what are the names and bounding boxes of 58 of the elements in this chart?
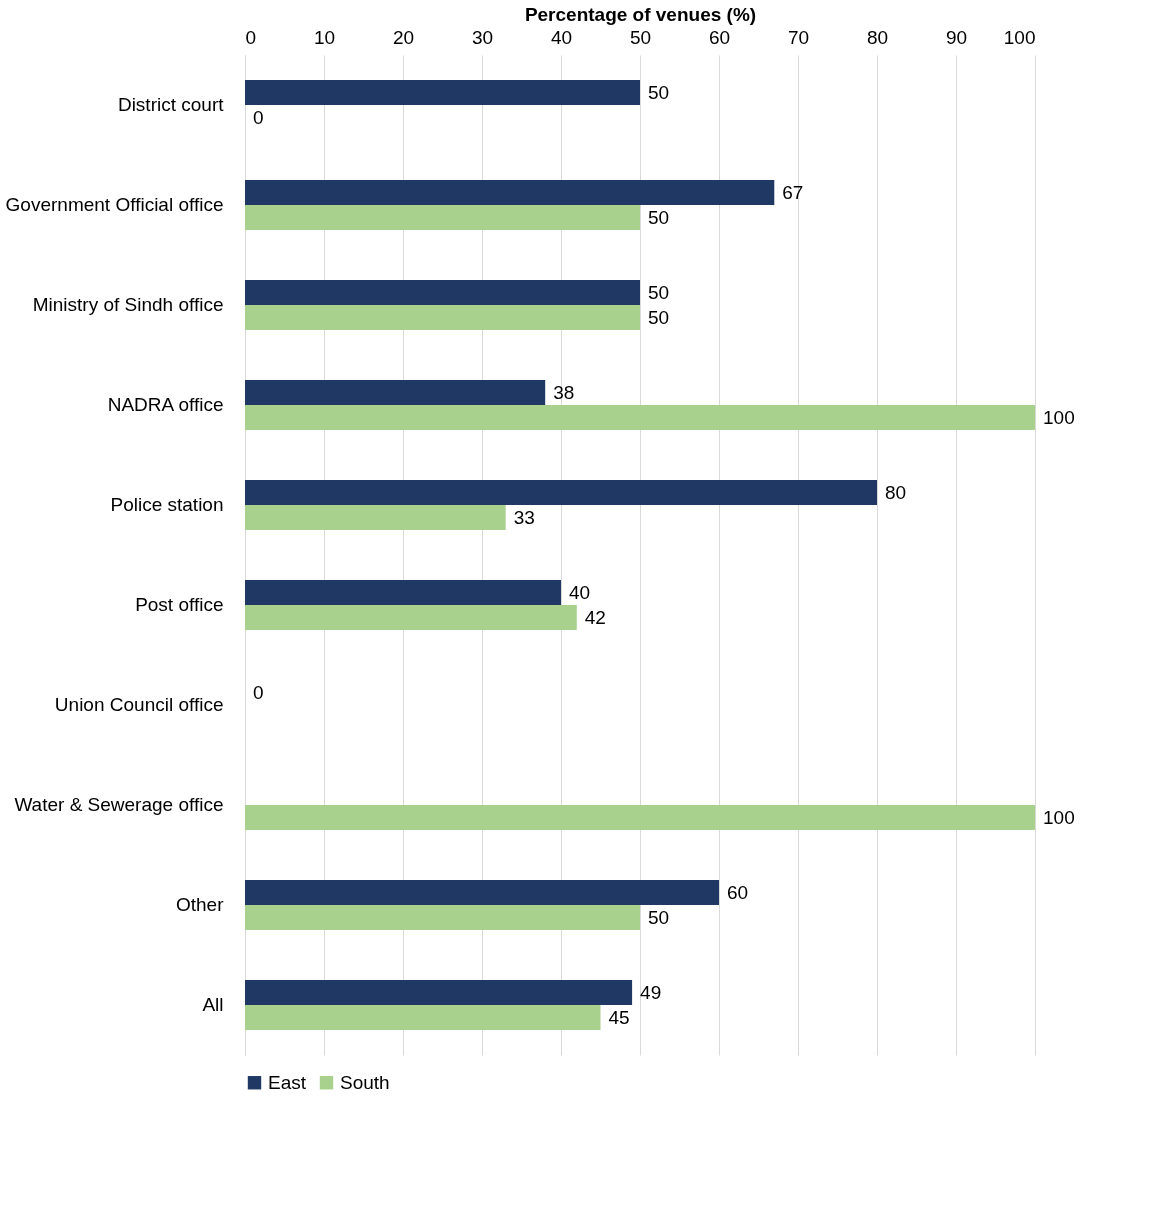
x-tick-label: 90: [945, 26, 968, 48]
legend-label: East: [268, 1071, 307, 1093]
bar: [245, 305, 640, 330]
bar: [245, 905, 640, 930]
data-label: 42: [584, 606, 606, 628]
bar: [245, 405, 1035, 430]
bar: [245, 205, 640, 230]
data-label: 0: [253, 106, 264, 128]
x-tick-label: 10: [313, 26, 336, 48]
x-tick-label: 0: [245, 26, 257, 48]
data-label: 60: [727, 881, 749, 903]
data-label: 50: [648, 281, 670, 303]
data-label: 50: [648, 206, 670, 228]
data-label: 49: [640, 981, 662, 1003]
bar: [245, 1005, 601, 1030]
y-tick-label: NADRA office: [107, 394, 224, 415]
legend-label: South: [340, 1071, 390, 1093]
bar: [245, 480, 877, 505]
y-tick-label: Government Official office: [5, 194, 224, 215]
data-label: 50: [648, 306, 670, 328]
data-label: 40: [569, 581, 591, 603]
data-label: 38: [553, 381, 575, 403]
bar: [245, 80, 640, 105]
y-tick-label: Union Council office: [54, 694, 224, 715]
data-label: 50: [648, 81, 670, 103]
data-label: 100: [1043, 406, 1075, 428]
x-tick-label: 50: [629, 26, 652, 48]
data-label: 67: [782, 181, 804, 203]
data-label: 50: [648, 906, 670, 928]
data-label: 33: [513, 506, 535, 528]
bar: [245, 580, 561, 605]
bar: [245, 805, 1035, 830]
y-tick-label: Ministry of Sindh office: [32, 294, 224, 315]
bar: [245, 880, 719, 905]
bar: [245, 505, 506, 530]
y-tick-label: District court: [117, 94, 225, 115]
y-tick-label: All: [202, 994, 224, 1015]
data-label: 45: [608, 1006, 630, 1028]
y-tick-label: Water & Sewerage office: [14, 794, 224, 815]
bar: [245, 380, 546, 405]
x-tick-label: 80: [866, 26, 889, 48]
x-tick-label: 60: [708, 26, 731, 48]
x-tick-label: 40: [550, 26, 573, 48]
data-label: 80: [885, 481, 907, 503]
x-tick-label: 100: [1003, 26, 1036, 48]
bar: [245, 280, 640, 305]
bar: [245, 980, 633, 1005]
x-axis-title: Percentage of venues (%): [524, 3, 757, 25]
y-tick-label: Post office: [135, 594, 224, 615]
data-label: 100: [1043, 806, 1075, 828]
x-tick-label: 70: [787, 26, 810, 48]
bar: [245, 605, 577, 630]
data-label: 0: [253, 681, 264, 703]
y-tick-label: Other: [175, 894, 225, 915]
x-tick-label: 20: [392, 26, 415, 48]
x-tick-label: 30: [471, 26, 494, 48]
y-tick-label: Police station: [110, 494, 224, 515]
bar: [245, 180, 775, 205]
